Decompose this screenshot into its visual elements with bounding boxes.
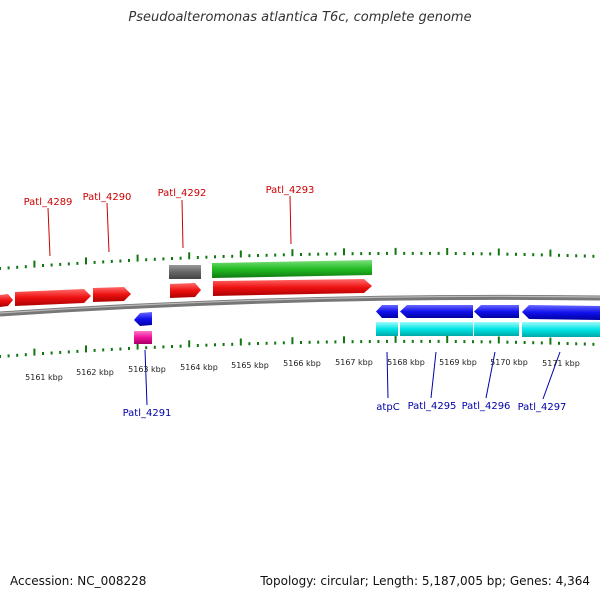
gene-label-patl-4296[interactable]: Patl_4296 — [462, 401, 511, 412]
genome-title: Pseudoalteromonas atlantica T6c, complet… — [128, 10, 472, 25]
gene-label-patl-4289[interactable]: Patl_4289 — [24, 197, 73, 208]
genome-backbone — [0, 294, 600, 317]
gene-label-atpc[interactable]: atpC — [376, 402, 399, 413]
genome-info-text: Topology: circular; Length: 5,187,005 bp… — [260, 574, 590, 588]
gene-label-patl-4297[interactable]: Patl_4297 — [518, 402, 567, 413]
axis-label-5162: 5162 kbp — [76, 368, 114, 377]
axis-label-5163: 5163 kbp — [128, 365, 166, 374]
axis-label-5167: 5167 kbp — [335, 358, 373, 367]
gene-feature-patl-4295[interactable] — [400, 322, 473, 336]
gene-label-patl-4292[interactable]: Patl_4292 — [158, 188, 207, 199]
accession-text: Accession: NC_008228 — [10, 574, 147, 588]
cds-arrow-patl-4291[interactable] — [134, 312, 152, 326]
cds-arrow-patl-4297[interactable] — [522, 305, 600, 320]
rna-feature[interactable] — [134, 331, 152, 344]
gene-label-patl-4295[interactable]: Patl_4295 — [408, 401, 457, 412]
gene-feature-patl-4296[interactable] — [474, 322, 519, 336]
axis-label-5169: 5169 kbp — [439, 358, 477, 367]
axis-label-5164: 5164 kbp — [180, 363, 218, 372]
cds-arrow-patl-4296[interactable] — [474, 305, 519, 318]
cds-arrow-patl-4290[interactable] — [93, 287, 131, 302]
cds-arrow-patl-4292[interactable] — [170, 283, 201, 298]
gene-label-patl-4290[interactable]: Patl_4290 — [83, 192, 132, 203]
cds-arrow-left-edge[interactable] — [0, 294, 13, 307]
lower-tick-row — [0, 335, 595, 358]
upper-tick-row — [0, 247, 595, 270]
gene-feature-atpc[interactable] — [376, 322, 398, 336]
top-gene-labels — [47, 195, 292, 257]
cds-arrow-atpc[interactable] — [376, 305, 398, 318]
axis-label-5166: 5166 kbp — [283, 359, 321, 368]
axis-label-5161: 5161 kbp — [25, 373, 63, 382]
axis-label-5165: 5165 kbp — [231, 361, 269, 370]
gene-feature-patl-4297[interactable] — [522, 322, 600, 337]
cds-arrow-patl-4289[interactable] — [15, 289, 91, 306]
cds-arrow-patl-4293[interactable] — [213, 279, 372, 296]
bottom-gene-labels — [144, 349, 561, 406]
axis-label-5170: 5170 kbp — [490, 358, 528, 367]
gene-label-patl-4291[interactable]: Patl_4291 — [123, 408, 172, 419]
axis-label-5168: 5168 kbp — [387, 358, 425, 367]
axis-label-5171: 5171 kbp — [542, 359, 580, 368]
gene-feature-patl-4293[interactable] — [212, 260, 372, 278]
pseudogene-feature[interactable] — [169, 265, 201, 279]
gene-label-patl-4293[interactable]: Patl_4293 — [266, 185, 315, 196]
cds-arrow-patl-4295[interactable] — [400, 305, 473, 318]
